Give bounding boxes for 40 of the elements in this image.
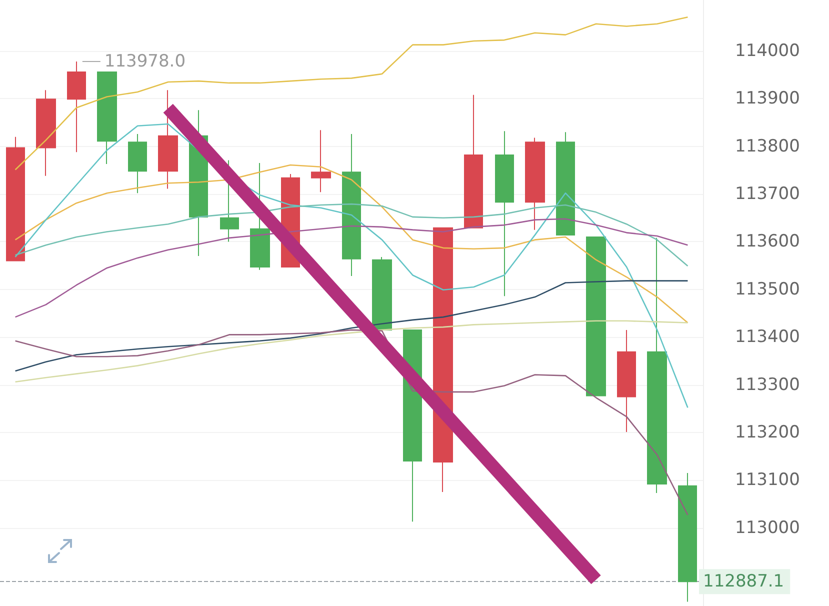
candlestick bbox=[556, 132, 575, 236]
candlestick bbox=[128, 133, 147, 194]
line-series bbox=[14, 203, 688, 267]
line-series bbox=[14, 329, 688, 516]
candlestick bbox=[158, 90, 178, 190]
candlestick bbox=[372, 256, 392, 330]
candlestick bbox=[678, 472, 697, 602]
y-tick-label: 113600 bbox=[735, 232, 800, 252]
candlestick bbox=[97, 71, 117, 165]
y-tick-label: 113100 bbox=[735, 470, 800, 490]
y-tick-label: 113400 bbox=[735, 327, 800, 348]
candlestick bbox=[617, 329, 636, 432]
candlestick bbox=[220, 160, 239, 242]
candlestick bbox=[6, 136, 25, 262]
candlestick bbox=[250, 162, 270, 270]
candlestick bbox=[495, 130, 514, 297]
candlestick bbox=[342, 133, 361, 277]
line-series bbox=[14, 280, 688, 372]
y-tick-label: 114000 bbox=[735, 41, 800, 62]
y-tick-label: 113800 bbox=[735, 136, 800, 156]
candlestick bbox=[586, 236, 606, 396]
candlestick bbox=[36, 90, 56, 176]
annotation: 113978.0 bbox=[104, 52, 186, 72]
line-series bbox=[14, 320, 688, 383]
candlestick bbox=[464, 94, 483, 228]
y-tick-label: 113500 bbox=[735, 279, 800, 300]
y-tick-label: 113000 bbox=[735, 518, 800, 538]
y-tick-label: 113300 bbox=[735, 374, 800, 395]
y-tick-label: 113900 bbox=[735, 88, 800, 109]
candlestick bbox=[67, 61, 86, 153]
line-series bbox=[14, 123, 688, 408]
y-tick-label: 113700 bbox=[735, 184, 800, 204]
candlestick bbox=[525, 137, 545, 230]
line-series bbox=[14, 16, 688, 170]
candlestick bbox=[647, 237, 667, 494]
ref-line-label: 112887.1 bbox=[703, 572, 784, 592]
line-series bbox=[14, 164, 688, 324]
line-series bbox=[14, 218, 688, 318]
y-tick-label: 113200 bbox=[735, 422, 800, 442]
candlestick bbox=[311, 130, 331, 193]
